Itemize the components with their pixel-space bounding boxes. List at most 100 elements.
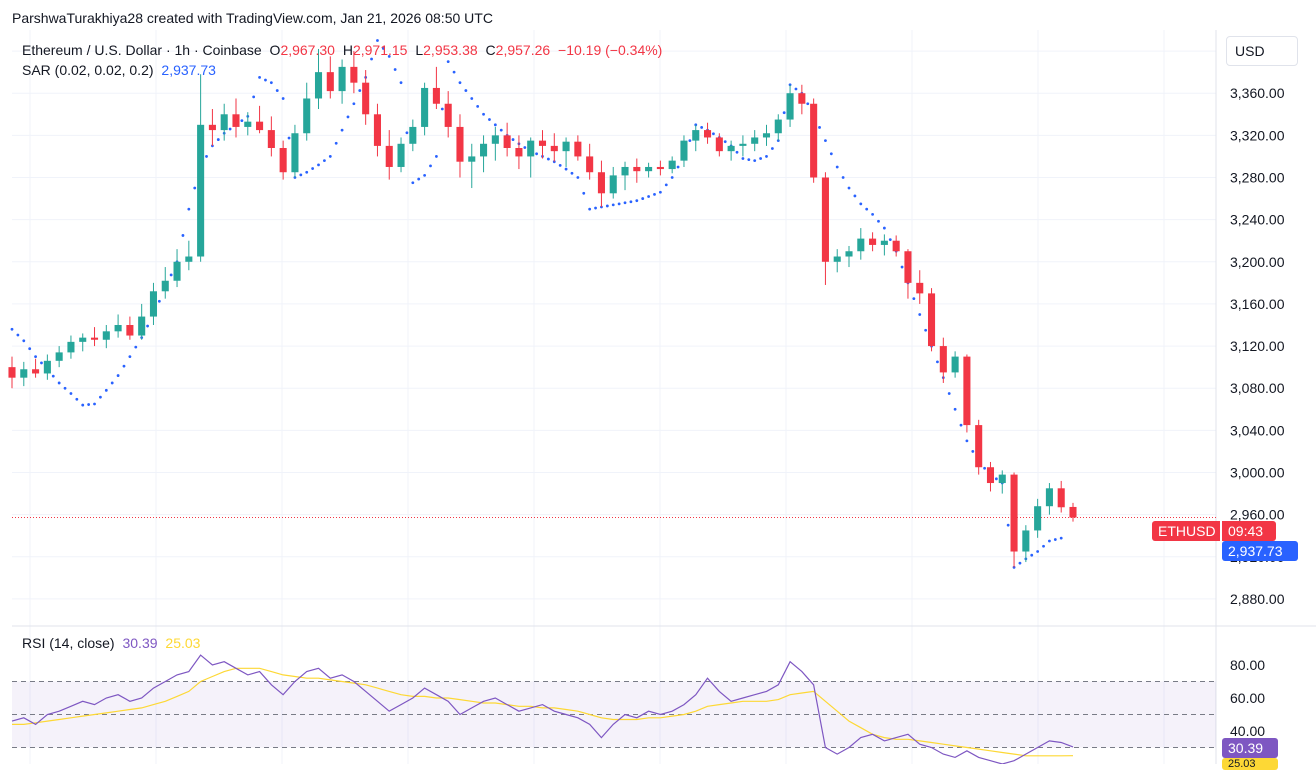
sar-dot xyxy=(110,381,114,385)
rsi-tick-label: 80.00 xyxy=(1230,657,1265,673)
sar-dot xyxy=(482,112,485,116)
candle-body xyxy=(857,238,865,252)
sar-dot xyxy=(346,115,350,119)
sar-dot xyxy=(865,207,869,211)
sar-dot xyxy=(871,212,874,216)
candle-body xyxy=(161,280,169,292)
candle-body xyxy=(538,140,547,146)
candle-body xyxy=(1034,506,1042,531)
sar-dot xyxy=(794,87,798,91)
candle-body xyxy=(32,369,40,374)
sar-dot xyxy=(240,119,244,123)
sar-dot xyxy=(994,477,998,481)
sar-dot xyxy=(859,202,863,206)
candle-body xyxy=(951,356,959,373)
candle-body xyxy=(326,72,334,92)
candle-body xyxy=(704,130,712,138)
sar-dot xyxy=(22,339,26,343)
sar-dot xyxy=(34,355,37,359)
sar-dot xyxy=(564,167,568,171)
candle-body xyxy=(409,126,417,144)
candle-body xyxy=(751,137,759,144)
candle-body xyxy=(291,133,299,173)
candle-body xyxy=(173,261,181,281)
sar-dot xyxy=(493,123,497,127)
sar-dot xyxy=(275,89,279,92)
candle-body xyxy=(727,145,735,152)
sar-dot xyxy=(918,313,922,316)
candle-body xyxy=(892,240,900,252)
sar-dot xyxy=(423,173,427,177)
sar-dot xyxy=(747,158,751,161)
sar-dot xyxy=(847,186,851,190)
sar-dot xyxy=(765,155,768,158)
candle-body xyxy=(79,337,87,342)
sar-dot xyxy=(688,139,692,143)
sar-dot xyxy=(476,104,480,108)
sar-dot xyxy=(128,355,132,359)
candle-body xyxy=(362,82,370,115)
sar-dot xyxy=(770,147,774,150)
sar-dot xyxy=(169,273,173,277)
sar-dot xyxy=(122,364,126,368)
sar-dot xyxy=(953,407,957,411)
sar-dot xyxy=(387,54,391,58)
rsi-ma-value: 25.03 xyxy=(165,635,201,651)
sar-dot xyxy=(1048,539,1051,543)
sar-dot xyxy=(664,183,668,187)
price-tick-label: 3,280.00 xyxy=(1230,170,1285,186)
candle-body xyxy=(692,130,700,141)
candle-body xyxy=(397,143,405,167)
sar-dot xyxy=(458,81,462,85)
sar-dot xyxy=(146,324,149,328)
sar-label: SAR (0.02, 0.02, 0.2) xyxy=(22,62,154,78)
sar-dot xyxy=(134,345,138,349)
sar-legend[interactable]: SAR (0.02, 0.02, 0.2) 2,937.73 xyxy=(22,62,220,78)
candle-body xyxy=(468,156,476,162)
sar-dot xyxy=(841,176,845,179)
sar-dot xyxy=(352,102,356,106)
symbol-description: Ethereum / U.S. Dollar · 1h · Coinbase xyxy=(22,42,262,58)
candle-body xyxy=(1045,488,1053,507)
rsi-tick-label: 60.00 xyxy=(1230,690,1265,706)
candle-body xyxy=(256,121,264,131)
price-tick-label: 3,200.00 xyxy=(1230,254,1285,270)
price-tick-label: 3,000.00 xyxy=(1230,465,1285,481)
sar-dot xyxy=(381,47,385,50)
sar-dot xyxy=(965,439,969,443)
price-tick-label: 3,120.00 xyxy=(1230,338,1285,354)
candle-body xyxy=(350,66,358,83)
candle-body xyxy=(939,346,947,373)
sar-dot xyxy=(81,403,85,407)
sar-dot xyxy=(653,192,656,196)
sar-dot xyxy=(411,181,415,185)
sar-dot xyxy=(328,155,332,158)
sar-dot xyxy=(947,392,951,395)
sar-dot xyxy=(1042,544,1045,548)
rsi-value-tag: 30.39 xyxy=(1222,738,1278,758)
sar-dot xyxy=(87,403,91,406)
sar-dot xyxy=(499,128,503,132)
sar-dot xyxy=(877,219,880,223)
candle-body xyxy=(20,369,28,378)
candle-body xyxy=(821,177,829,262)
sar-dot xyxy=(1018,561,1022,565)
rsi-value: 30.39 xyxy=(122,635,158,651)
sar-dot xyxy=(258,76,261,79)
candle-body xyxy=(456,126,464,162)
rsi-legend[interactable]: RSI (14, close) 30.39 25.03 xyxy=(22,635,204,651)
sar-dot xyxy=(888,238,892,242)
price-change: −10.19 (−0.34%) xyxy=(558,42,663,58)
candle-body xyxy=(798,93,806,104)
candle-body xyxy=(645,166,653,172)
candle-body xyxy=(597,172,605,194)
sar-dot xyxy=(323,159,326,163)
price-tick-label: 3,080.00 xyxy=(1230,380,1285,396)
sar-dot xyxy=(305,170,309,174)
symbol-legend[interactable]: Ethereum / U.S. Dollar · 1h · Coinbase O… xyxy=(22,42,666,58)
currency-selector[interactable]: USD xyxy=(1226,36,1298,66)
candle-body xyxy=(114,325,122,332)
sar-dot xyxy=(228,127,232,131)
sar-dot xyxy=(658,190,662,194)
sar-dot xyxy=(588,207,592,211)
